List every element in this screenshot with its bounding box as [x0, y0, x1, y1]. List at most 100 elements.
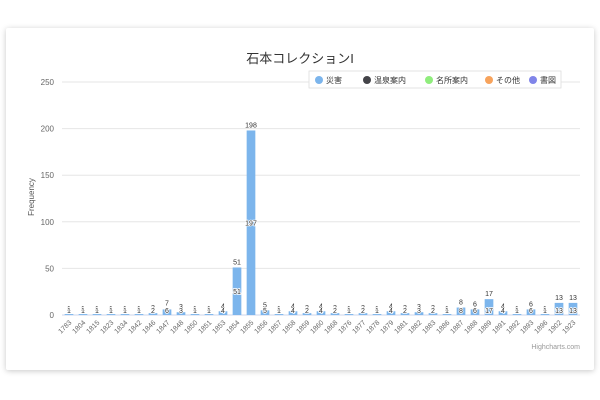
- legend-box: [308, 70, 562, 89]
- bar-1860[interactable]: [316, 311, 326, 315]
- bar-1886[interactable]: [442, 314, 452, 315]
- x-tick-label: 1877: [351, 319, 367, 335]
- x-tick-label: 1886: [435, 319, 451, 335]
- x-tick-label: 1804: [71, 319, 87, 335]
- series-value-label: 1: [347, 308, 351, 315]
- bar-1855[interactable]: [246, 130, 256, 315]
- bar-1888[interactable]: [470, 309, 480, 315]
- x-tick-label: 1893: [519, 319, 535, 335]
- bar-1902[interactable]: [554, 302, 564, 315]
- bar-1857[interactable]: [274, 314, 284, 315]
- series-value-label: 3: [417, 308, 421, 315]
- bar-1877[interactable]: [358, 313, 368, 315]
- x-tick-label: 1891: [491, 319, 507, 335]
- x-tick-label: 1878: [365, 319, 381, 335]
- total-label: 4: [389, 303, 393, 310]
- total-label: 3: [179, 304, 183, 311]
- legend-label: 災害: [326, 75, 342, 85]
- x-tick-label: 1887: [449, 319, 465, 335]
- bar-1887[interactable]: [456, 307, 466, 315]
- series-value-label: 2: [361, 308, 365, 315]
- bar-1892[interactable]: [512, 314, 522, 315]
- bar-1868[interactable]: [330, 313, 340, 315]
- bar-1853[interactable]: [218, 311, 228, 315]
- bar-1896[interactable]: [540, 314, 550, 315]
- x-tick-label: 1882: [407, 319, 423, 335]
- bar-1879[interactable]: [386, 311, 396, 315]
- x-tick-label: 1879: [379, 319, 395, 335]
- series-value-label: 1: [109, 308, 113, 315]
- bar-1815[interactable]: [92, 314, 102, 315]
- bar-1850[interactable]: [190, 314, 200, 315]
- legend-item[interactable]: 名所案内: [425, 75, 468, 85]
- bar-1923[interactable]: [568, 302, 578, 315]
- legend-item[interactable]: 温泉案内: [363, 75, 406, 85]
- bar-1881[interactable]: [400, 313, 410, 315]
- legend-item[interactable]: 書図: [529, 75, 556, 85]
- bar-1804[interactable]: [78, 314, 88, 315]
- series-value-label: 1: [207, 308, 211, 315]
- total-label: 2: [151, 305, 155, 312]
- y-axis-title: Frequency: [27, 178, 36, 216]
- bar-1889[interactable]: [484, 299, 494, 315]
- bar-1834[interactable]: [120, 314, 130, 315]
- bar-1859[interactable]: [302, 313, 312, 315]
- total-label: 1: [515, 306, 519, 313]
- x-tick-label: 1896: [533, 319, 549, 335]
- x-tick-label: 1846: [141, 319, 157, 335]
- series-value-label: 51: [233, 289, 241, 296]
- x-tick-label: 1850: [183, 319, 199, 335]
- bar-1854[interactable]: [232, 267, 242, 315]
- x-tick-label: 1868: [323, 319, 339, 335]
- total-label: 1: [277, 306, 281, 313]
- series-value-label: 2: [305, 308, 309, 315]
- bar-1848[interactable]: [176, 312, 186, 315]
- total-label: 1: [375, 306, 379, 313]
- series-value-label: 1: [95, 308, 99, 315]
- bar-1842[interactable]: [134, 314, 144, 315]
- bar-1783[interactable]: [64, 314, 74, 315]
- y-tick-label: 50: [45, 264, 54, 273]
- total-label: 1: [123, 306, 127, 313]
- y-tick-label: 150: [41, 171, 55, 180]
- legend: 災害 温泉案内 名所案内 その他 書図: [308, 70, 562, 89]
- total-label: 6: [473, 301, 477, 308]
- x-tick-label: 1856: [253, 319, 269, 335]
- series-value-label: 4: [319, 308, 323, 315]
- bar-1846[interactable]: [148, 313, 158, 315]
- legend-item[interactable]: 災害: [315, 75, 342, 85]
- bar-1823[interactable]: [106, 314, 116, 315]
- bar-1882[interactable]: [414, 312, 424, 315]
- total-label: 2: [305, 305, 309, 312]
- total-label: 1: [137, 306, 141, 313]
- legend-label: 温泉案内: [374, 75, 406, 85]
- total-label: 1: [81, 306, 85, 313]
- series-value-label: 4: [501, 308, 505, 315]
- bar-1878[interactable]: [372, 314, 382, 315]
- total-label: 2: [333, 305, 337, 312]
- bar-1876[interactable]: [344, 314, 354, 315]
- total-label: 1: [95, 306, 99, 313]
- legend-item[interactable]: その他: [485, 75, 520, 85]
- total-label: 1: [109, 306, 113, 313]
- total-label: 7: [165, 300, 169, 307]
- bar-1893[interactable]: [526, 309, 536, 315]
- total-label: 17: [485, 291, 493, 298]
- bar-1883[interactable]: [428, 313, 438, 315]
- series-value-label: 6: [473, 308, 477, 315]
- total-label: 4: [221, 303, 225, 310]
- x-tick-label: 1847: [155, 319, 171, 335]
- x-tick-label: 1851: [197, 319, 213, 335]
- bar-1891[interactable]: [498, 311, 508, 315]
- x-tick-label: 1834: [113, 319, 129, 335]
- bar-1858[interactable]: [288, 311, 298, 315]
- series-value-label: 13: [555, 308, 563, 315]
- series-value-label: 1: [137, 308, 141, 315]
- legend-label: その他: [496, 75, 520, 85]
- bar-1851[interactable]: [204, 314, 214, 315]
- bar-1847[interactable]: [162, 309, 172, 315]
- bars: [64, 130, 578, 315]
- x-tick-label: 1858: [281, 319, 297, 335]
- bar-1856[interactable]: [260, 310, 270, 315]
- credits-link[interactable]: Highcharts.com: [531, 344, 580, 351]
